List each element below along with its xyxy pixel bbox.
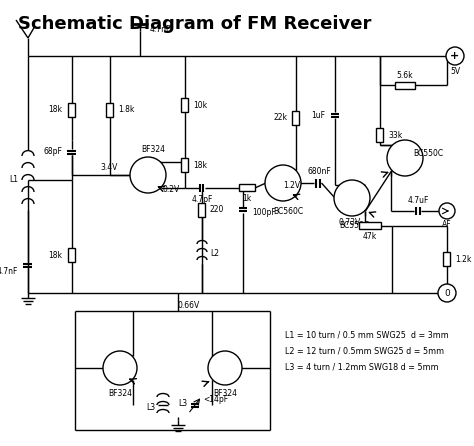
Text: 1k: 1k <box>242 194 252 203</box>
Text: 4.7pF: 4.7pF <box>191 195 213 204</box>
Circle shape <box>103 351 137 385</box>
Text: L2 = 12 turn / 0.5mm SWG25 d = 5mm: L2 = 12 turn / 0.5mm SWG25 d = 5mm <box>285 346 444 355</box>
Text: 68pF: 68pF <box>43 148 62 157</box>
Text: 4.7uF: 4.7uF <box>407 196 428 206</box>
Circle shape <box>387 140 423 176</box>
Text: 1uF: 1uF <box>311 111 325 120</box>
Text: 22k: 22k <box>274 113 288 123</box>
Text: 680nF: 680nF <box>307 166 331 175</box>
Text: L1 = 10 turn / 0.5 mm SWG25  d = 3mm: L1 = 10 turn / 0.5 mm SWG25 d = 3mm <box>285 330 449 339</box>
Text: 220: 220 <box>210 206 224 215</box>
Text: 1.8k: 1.8k <box>118 106 134 115</box>
Text: L1: L1 <box>9 175 18 185</box>
Circle shape <box>446 47 464 65</box>
Text: BC560C: BC560C <box>273 206 303 215</box>
Bar <box>376 128 383 142</box>
Circle shape <box>265 165 301 201</box>
Text: 47k: 47k <box>363 232 377 241</box>
Text: 18k: 18k <box>193 161 207 169</box>
Text: 4.7nF: 4.7nF <box>0 267 18 276</box>
Text: 4.7nF: 4.7nF <box>150 25 172 34</box>
Text: 1.2V: 1.2V <box>283 182 300 190</box>
Bar <box>444 252 450 266</box>
Text: 1.2k: 1.2k <box>455 255 471 264</box>
Bar <box>395 82 415 88</box>
Text: 33k: 33k <box>388 131 402 140</box>
Text: 5.6k: 5.6k <box>397 70 413 79</box>
Bar <box>199 203 206 217</box>
Circle shape <box>334 180 370 216</box>
Bar <box>292 111 300 125</box>
Text: 18k: 18k <box>48 106 62 115</box>
Text: L3: L3 <box>178 398 187 408</box>
Text: 100pF: 100pF <box>252 208 276 218</box>
Circle shape <box>438 284 456 302</box>
Circle shape <box>439 203 455 219</box>
Bar <box>239 185 255 191</box>
Text: 5V: 5V <box>450 67 460 77</box>
Circle shape <box>208 351 242 385</box>
Text: 0: 0 <box>444 289 450 297</box>
Text: 0.2V: 0.2V <box>163 186 180 194</box>
Text: Schematic Diagram of FM Receiver: Schematic Diagram of FM Receiver <box>18 15 372 33</box>
Text: L3: L3 <box>146 402 155 412</box>
Text: BF324: BF324 <box>141 145 165 153</box>
Text: 0.66V: 0.66V <box>178 301 200 310</box>
Circle shape <box>130 157 166 193</box>
Text: AF: AF <box>442 220 452 229</box>
Text: 18k: 18k <box>48 251 62 260</box>
Text: 0.73V: 0.73V <box>338 219 361 227</box>
Text: BF324: BF324 <box>213 388 237 397</box>
Text: BC550C: BC550C <box>339 220 369 230</box>
Text: 10k: 10k <box>193 100 207 110</box>
Text: <14pF: <14pF <box>203 396 228 405</box>
Bar <box>182 158 189 172</box>
Bar <box>107 103 113 117</box>
Text: 3.4V: 3.4V <box>100 162 118 172</box>
Text: BC550C: BC550C <box>413 149 443 157</box>
Bar <box>182 98 189 112</box>
Bar <box>359 223 381 229</box>
Bar <box>69 248 75 262</box>
Bar <box>69 103 75 117</box>
Text: L2: L2 <box>210 249 219 259</box>
Text: L3 = 4 turn / 1.2mm SWG18 d = 5mm: L3 = 4 turn / 1.2mm SWG18 d = 5mm <box>285 362 438 371</box>
Text: BF324: BF324 <box>108 388 132 397</box>
Text: +: + <box>450 51 460 61</box>
